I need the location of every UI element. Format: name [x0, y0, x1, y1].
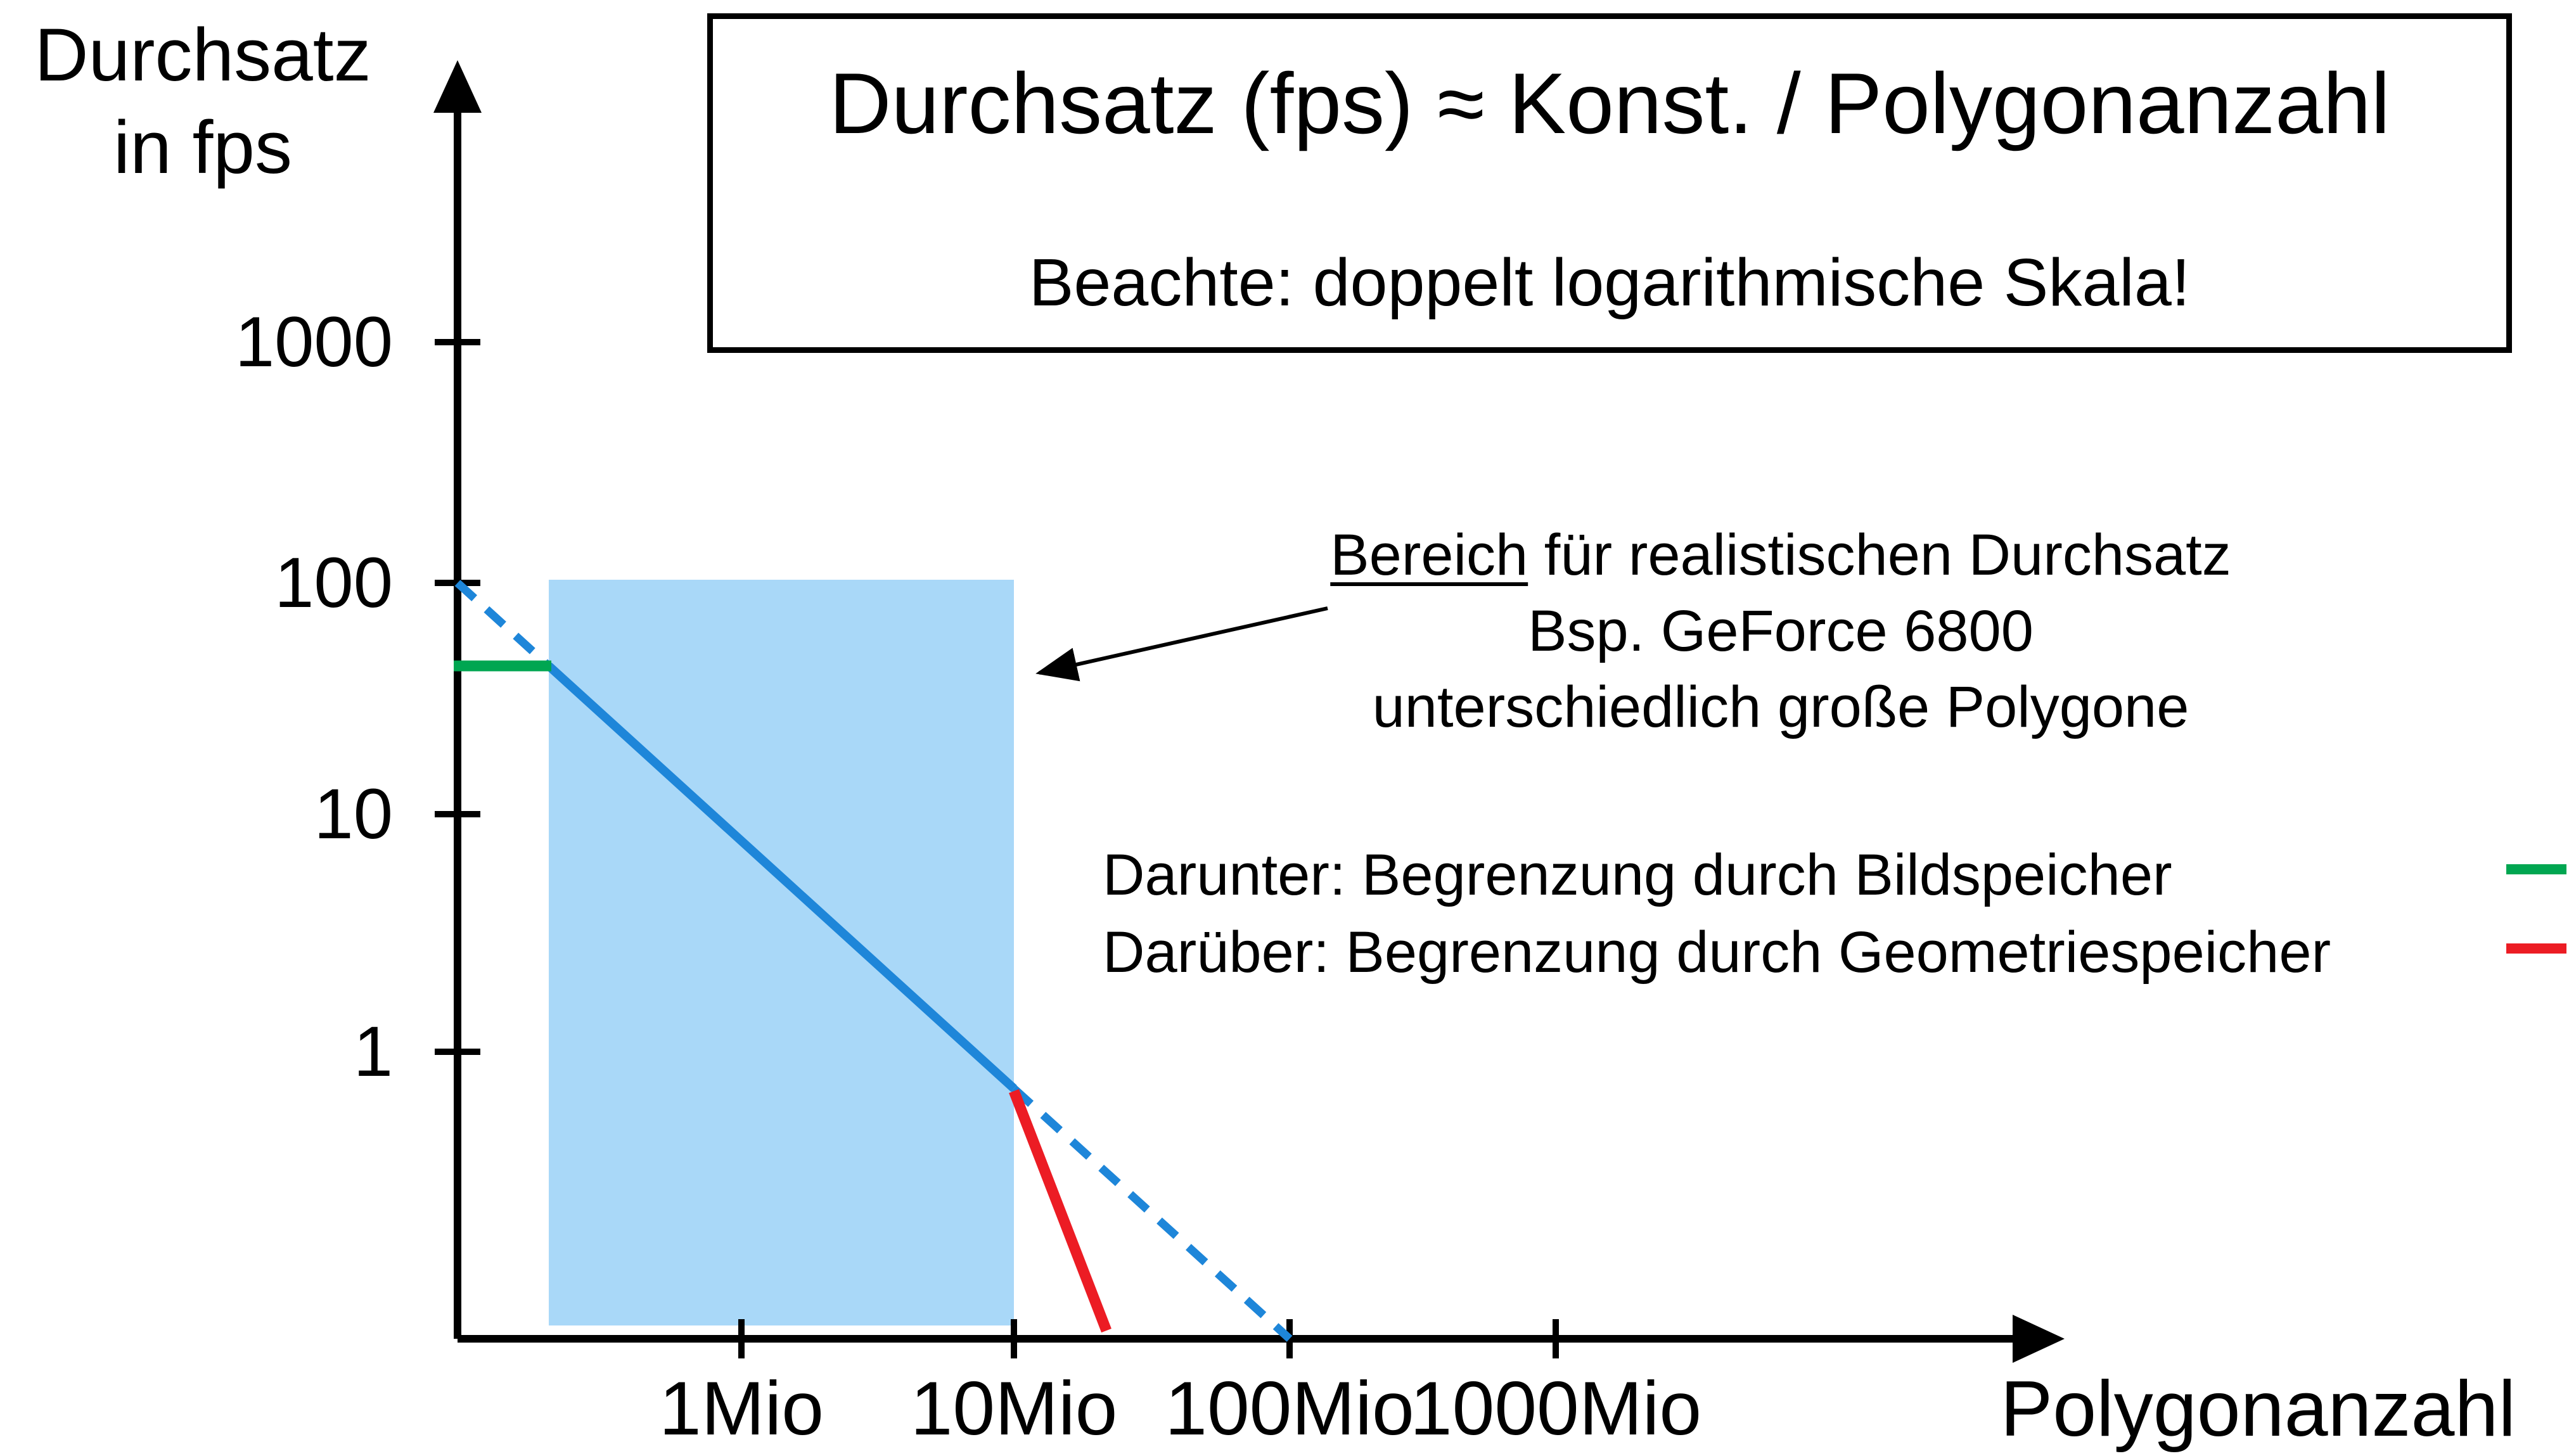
annotation-arrow-icon — [1035, 606, 1328, 682]
y-tick-label-100: 100 — [274, 543, 393, 622]
y-axis-title-line1: Durchsatz — [34, 13, 371, 97]
chart-subtitle: Beachte: doppelt logarithmische Skala! — [1028, 245, 2191, 320]
annotation-block: Bereich für realistischen Durchsatz Bsp.… — [1223, 517, 2338, 745]
x-tick-label-100mio: 100Mio — [1165, 1366, 1414, 1451]
x-tick-label-10mio: 10Mio — [910, 1366, 1118, 1451]
ideal-throughput-dashed-left — [454, 580, 552, 669]
ideal-throughput-dashed-right — [1011, 1085, 1293, 1342]
annotation-underlined-word: Bereich — [1330, 523, 1528, 587]
y-axis-arrowhead-icon — [433, 60, 482, 113]
y-axis-title: Durchsatz in fps — [13, 9, 393, 194]
title-box: Durchsatz (fps) ≈ Konst. / Polygonanzahl… — [707, 13, 2512, 353]
chart-title: Durchsatz (fps) ≈ Konst. / Polygonanzahl — [829, 55, 2390, 151]
annotation-line1-rest: für realistischen Durchsatz — [1528, 523, 2231, 587]
y-tick-label-10: 10 — [314, 774, 393, 853]
x-axis-title: Polygonanzahl — [2000, 1365, 2516, 1453]
x-tick-label-1000mio: 1000Mio — [1409, 1366, 1702, 1451]
geometry-memory-limit-line — [1009, 1089, 1112, 1333]
y-tick-label-1: 1 — [353, 1012, 393, 1091]
realistic-range-region — [549, 580, 1014, 1325]
y-tick-label-1000: 1000 — [234, 302, 393, 381]
annotation-line3: unterschiedlich große Polygone — [1372, 675, 2189, 739]
legend-item-bildspeicher: Darunter: Begrenzung durch Bildspeicher — [1103, 843, 2172, 907]
annotation-line2: Bsp. GeForce 6800 — [1528, 599, 2034, 663]
y-axis-title-line2: in fps — [113, 106, 293, 189]
x-axis-arrowhead-icon — [2013, 1315, 2065, 1363]
x-tick-label-1mio: 1Mio — [658, 1366, 824, 1451]
legend-item-geometriespeicher: Darüber: Begrenzung durch Geometriespeic… — [1103, 920, 2331, 985]
annotation-line1: Bereich für realistischen Durchsatz — [1223, 517, 2338, 593]
realistic-throughput-line — [546, 662, 1017, 1092]
